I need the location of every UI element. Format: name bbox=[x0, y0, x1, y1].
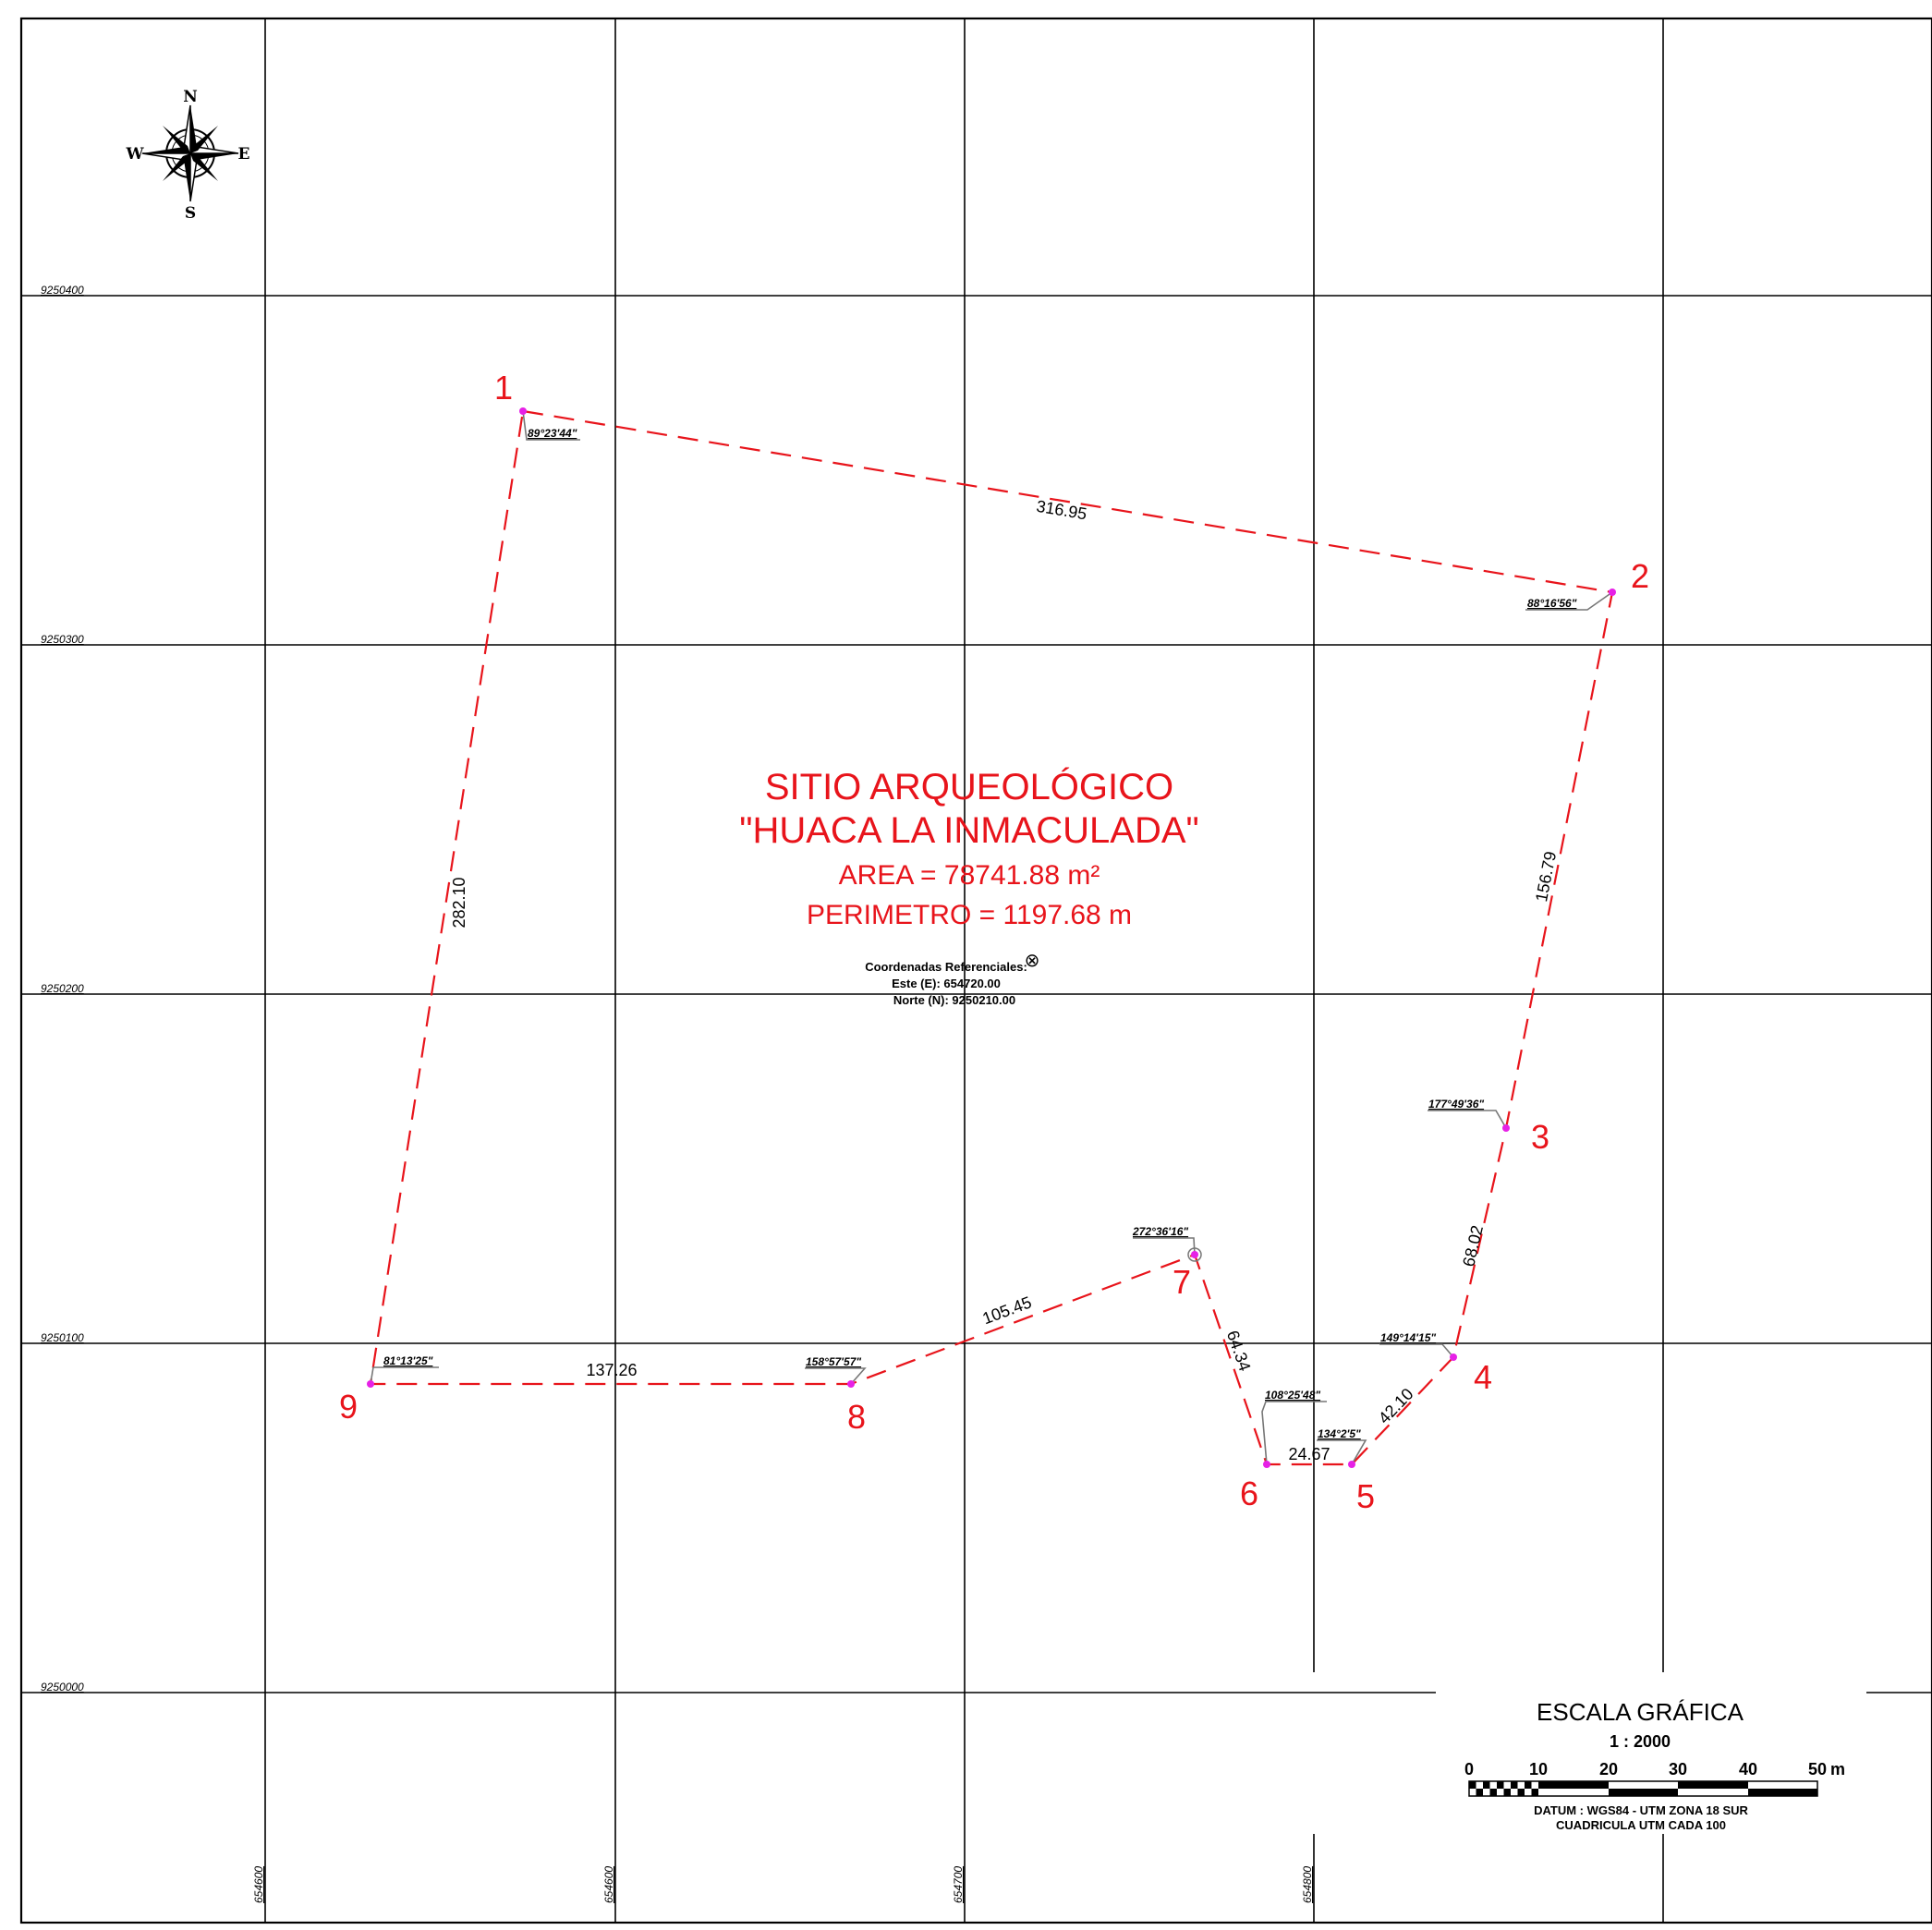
angle-label: 272°36'16" bbox=[1132, 1225, 1188, 1238]
distance-label: 282.10 bbox=[450, 877, 468, 928]
vertex-number: 2 bbox=[1631, 557, 1649, 595]
map-frame bbox=[19, 17, 1932, 1924]
easting-label: 654600 bbox=[602, 1866, 615, 1903]
vertex-number: 1 bbox=[494, 369, 513, 407]
compass-s: S bbox=[185, 204, 196, 223]
grid-note: CUADRICULA UTM CADA 100 bbox=[1556, 1818, 1726, 1832]
scale-tick: 0 bbox=[1464, 1760, 1474, 1778]
angle-label: 89°23'44" bbox=[528, 427, 577, 440]
vertex-number: 7 bbox=[1173, 1263, 1191, 1301]
vertex-number: 5 bbox=[1356, 1477, 1375, 1515]
scale-tick: 40 bbox=[1739, 1760, 1757, 1778]
northing-label: 9250100 bbox=[41, 1331, 84, 1344]
northing-label: 9250000 bbox=[41, 1681, 84, 1693]
angle-label: 81°13'25" bbox=[383, 1354, 433, 1367]
angle-label: 158°57'57" bbox=[806, 1355, 861, 1368]
compass-rose-icon: N S E W bbox=[125, 88, 249, 223]
scale-tick: 50 bbox=[1808, 1760, 1827, 1778]
reference-point-icon: ⊗ bbox=[1025, 949, 1040, 971]
vertex-number: 4 bbox=[1474, 1358, 1492, 1396]
site-boundary bbox=[369, 409, 1614, 1466]
compass-e: E bbox=[238, 145, 250, 164]
angle-label: 108°25'48" bbox=[1265, 1389, 1320, 1402]
reference-coordinates: Coordenadas Referenciales: ⊗ Este (E): 6… bbox=[865, 949, 1039, 1007]
site-title: SITIO ARQUEOLÓGICO "HUACA LA INMACULADA"… bbox=[739, 766, 1198, 930]
perimeter-label: PERIMETRO = 1197.68 m bbox=[807, 900, 1132, 930]
scale-ratio: 1 : 2000 bbox=[1610, 1732, 1671, 1751]
graphic-scale: ESCALA GRÁFICA 1 : 2000 0 10 20 30 40 50… bbox=[1464, 1698, 1845, 1832]
scale-tick: 20 bbox=[1599, 1760, 1618, 1778]
scale-title: ESCALA GRÁFICA bbox=[1537, 1698, 1744, 1726]
title-line1: SITIO ARQUEOLÓGICO bbox=[765, 766, 1173, 807]
angle-label: 177°49'36" bbox=[1428, 1098, 1484, 1111]
compass-w: W bbox=[125, 145, 144, 164]
northing-label: 9250400 bbox=[41, 284, 84, 297]
easting-labels: 654600 654600 654700 654800 bbox=[252, 1866, 1314, 1903]
easting-label: 654700 bbox=[952, 1866, 965, 1903]
vertex-number: 9 bbox=[339, 1388, 358, 1426]
scale-tick: 30 bbox=[1669, 1760, 1687, 1778]
distance-label: 137.26 bbox=[586, 1361, 637, 1379]
angle-annotations: 89°23'44" 88°16'56" 177°49'36" 149°14'15… bbox=[370, 410, 1613, 1465]
title-line2: "HUACA LA INMACULADA" bbox=[739, 810, 1198, 851]
vertex-number: 6 bbox=[1240, 1475, 1258, 1512]
angle-label: 149°14'15" bbox=[1380, 1331, 1436, 1344]
distance-label: 42.10 bbox=[1375, 1385, 1417, 1427]
utm-grid bbox=[21, 18, 1932, 1923]
angle-label: 134°2'5" bbox=[1318, 1427, 1361, 1440]
easting-label: 654600 bbox=[252, 1866, 265, 1903]
distance-label: 105.45 bbox=[980, 1293, 1035, 1328]
distance-label: 316.95 bbox=[1035, 497, 1088, 524]
reference-east: Este (E): 654720.00 bbox=[892, 977, 1001, 990]
northing-labels: 9250400 9250300 9250200 9250100 9250000 bbox=[41, 284, 84, 1693]
reference-north: Norte (N): 9250210.00 bbox=[893, 993, 1015, 1007]
northing-label: 9250300 bbox=[41, 633, 84, 646]
compass-n: N bbox=[183, 88, 198, 106]
northing-label: 9250200 bbox=[41, 982, 84, 995]
datum-label: DATUM : WGS84 - UTM ZONA 18 SUR bbox=[1534, 1803, 1748, 1817]
scale-tick: 10 bbox=[1529, 1760, 1548, 1778]
vertex-markers bbox=[367, 407, 1616, 1468]
scale-unit: m bbox=[1830, 1760, 1845, 1778]
area-label: AREA = 78741.88 m² bbox=[839, 860, 1100, 891]
vertex-number: 8 bbox=[847, 1398, 866, 1436]
distance-label: 68.02 bbox=[1459, 1223, 1487, 1268]
reference-heading: Coordenadas Referenciales: bbox=[865, 960, 1027, 974]
angle-label: 88°16'56" bbox=[1527, 597, 1577, 610]
distance-label: 24.67 bbox=[1288, 1445, 1330, 1463]
easting-label: 654800 bbox=[1301, 1866, 1314, 1903]
vertex-number: 3 bbox=[1531, 1118, 1549, 1156]
vertex-numbers: 1 2 3 4 5 6 7 8 9 bbox=[339, 369, 1649, 1515]
side-distances: 316.95 156.79 68.02 42.10 24.67 64.34 10… bbox=[450, 497, 1560, 1463]
